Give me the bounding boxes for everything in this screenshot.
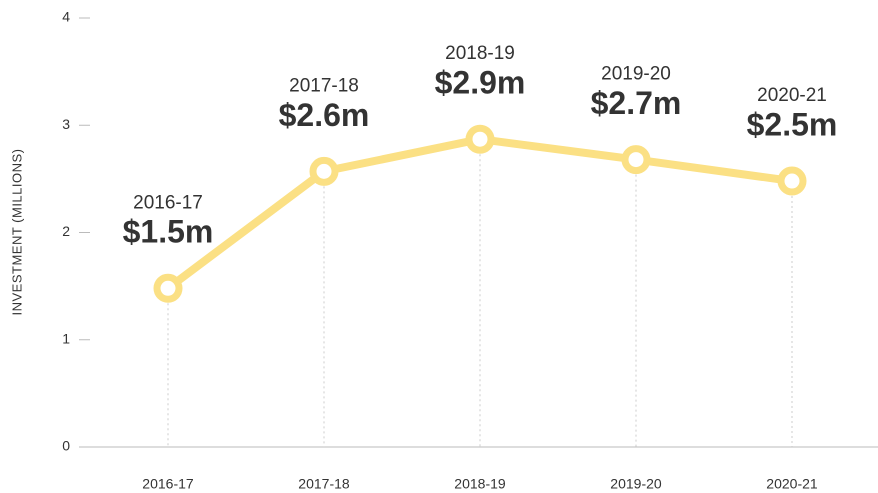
data-label: $2.5m <box>747 106 838 142</box>
point-category-label: 2019-20 <box>601 64 671 85</box>
point <box>777 166 807 196</box>
point <box>621 145 651 175</box>
x-tick-label: 2019-20 <box>610 476 662 492</box>
point-category-label: 2017-18 <box>289 75 359 96</box>
data-label: $2.9m <box>435 65 526 101</box>
x-tick-label: 2018-19 <box>454 476 506 492</box>
point-category-label: 2016-17 <box>133 192 203 213</box>
data-label: $2.6m <box>279 97 370 133</box>
point <box>153 273 183 303</box>
y-tick-label: 2 <box>62 223 70 239</box>
y-axis-label: INVESTMENT (MILLIONS) <box>9 148 24 315</box>
y-tick-label: 0 <box>62 438 70 454</box>
y-tick-label: 3 <box>62 116 70 132</box>
y-tick-label: 4 <box>62 9 70 25</box>
x-tick-label: 2017-18 <box>298 476 350 492</box>
y-tick-label: 1 <box>62 330 70 346</box>
point-category-label: 2018-19 <box>445 43 515 64</box>
x-tick-label: 2016-17 <box>142 476 194 492</box>
data-label: $1.5m <box>123 214 214 250</box>
point <box>309 156 339 186</box>
point <box>465 124 495 154</box>
point-category-label: 2020-21 <box>757 85 827 106</box>
data-label: $2.7m <box>591 85 682 121</box>
x-tick-label: 2020-21 <box>766 476 818 492</box>
